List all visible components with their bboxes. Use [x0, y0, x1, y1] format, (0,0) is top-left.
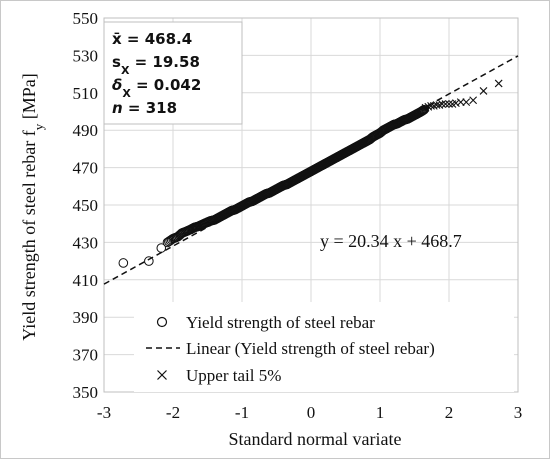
y-tick-label: 350 — [73, 383, 99, 402]
stats-symbol: n — [112, 99, 123, 117]
legend-x-marker — [157, 370, 167, 380]
stats-line: sX = 19.58 — [112, 53, 200, 77]
y-tick-label: 510 — [73, 84, 99, 103]
x-tick-label: -1 — [235, 403, 249, 422]
x-axis-title: Standard normal variate — [229, 429, 402, 449]
stats-symbol: δ — [112, 76, 122, 94]
y-tick-labels: 350 370 390 410 430 450 470 490 510 530 550 — [73, 9, 99, 402]
x-tick-label: -2 — [166, 403, 180, 422]
stats-line: x̄ = 468.4 — [112, 30, 192, 48]
stats-line: δX = 0.042 — [112, 76, 201, 100]
x-tick-labels: -3 -2 -1 0 1 2 3 — [97, 403, 522, 422]
tail-point — [469, 96, 478, 105]
series-yield-strength — [118, 104, 429, 268]
stats-value: = 19.58 — [129, 53, 199, 71]
legend-label-linear: Linear (Yield strength of steel rebar) — [186, 339, 435, 358]
data-point — [144, 256, 154, 266]
legend-label-data: Yield strength of steel rebar — [186, 313, 375, 332]
stats-subscript: X — [121, 64, 130, 77]
x-tick-label: -3 — [97, 403, 111, 422]
legend-circle-marker — [156, 316, 168, 328]
x-tick-label: 2 — [445, 403, 454, 422]
x-tick-label: 3 — [514, 403, 523, 422]
stats-line: n = 318 — [112, 99, 177, 117]
stats-symbol: s — [112, 53, 121, 71]
tail-point — [435, 101, 444, 109]
legend-background — [134, 302, 514, 392]
stats-value: = 468.4 — [122, 30, 192, 48]
y-tick-label: 490 — [73, 121, 99, 140]
x-tick-label: 0 — [307, 403, 316, 422]
stats-value: = 318 — [123, 99, 177, 117]
y-tick-label: 410 — [73, 271, 99, 290]
tail-point — [445, 100, 453, 108]
y-tick-label: 550 — [73, 9, 99, 28]
data-point — [419, 104, 429, 115]
data-point — [118, 258, 129, 268]
y-tick-label: 370 — [73, 346, 99, 365]
stats-box — [103, 21, 243, 125]
y-tick-label: 390 — [73, 308, 99, 327]
x-tick-label: 1 — [376, 403, 385, 422]
legend: Yield strength of steel rebar Linear (Yi… — [134, 302, 514, 392]
y-tick-label: 470 — [73, 159, 99, 178]
y-tick-label: 430 — [73, 233, 99, 252]
tail-point — [479, 87, 488, 95]
stats-value: = 0.042 — [131, 76, 201, 94]
series-upper-tail — [421, 79, 503, 112]
tail-point — [441, 100, 450, 108]
y-axis-title: Yield strength of steel rebar fy [MPa] — [19, 73, 46, 340]
y-axis-title-unit: [MPa] — [19, 73, 39, 124]
y-axis-title-subscript: y — [31, 123, 46, 130]
trendline-equation: y = 20.34 x + 468.7 — [320, 231, 462, 251]
legend-label-tail: Upper tail 5% — [186, 366, 281, 385]
stats-subscript: X — [122, 87, 131, 100]
tail-point — [456, 98, 465, 107]
y-tick-label: 450 — [73, 196, 99, 215]
tail-point — [438, 100, 446, 108]
data-point — [156, 243, 167, 253]
tail-point — [421, 103, 430, 112]
tail-point — [462, 98, 471, 107]
y-tick-label: 530 — [73, 46, 99, 65]
y-axis-title-main: Yield strength of steel rebar f — [19, 130, 39, 340]
tail-point — [494, 79, 503, 88]
stats-symbol: x̄ — [112, 30, 122, 48]
trendline — [103, 55, 519, 285]
